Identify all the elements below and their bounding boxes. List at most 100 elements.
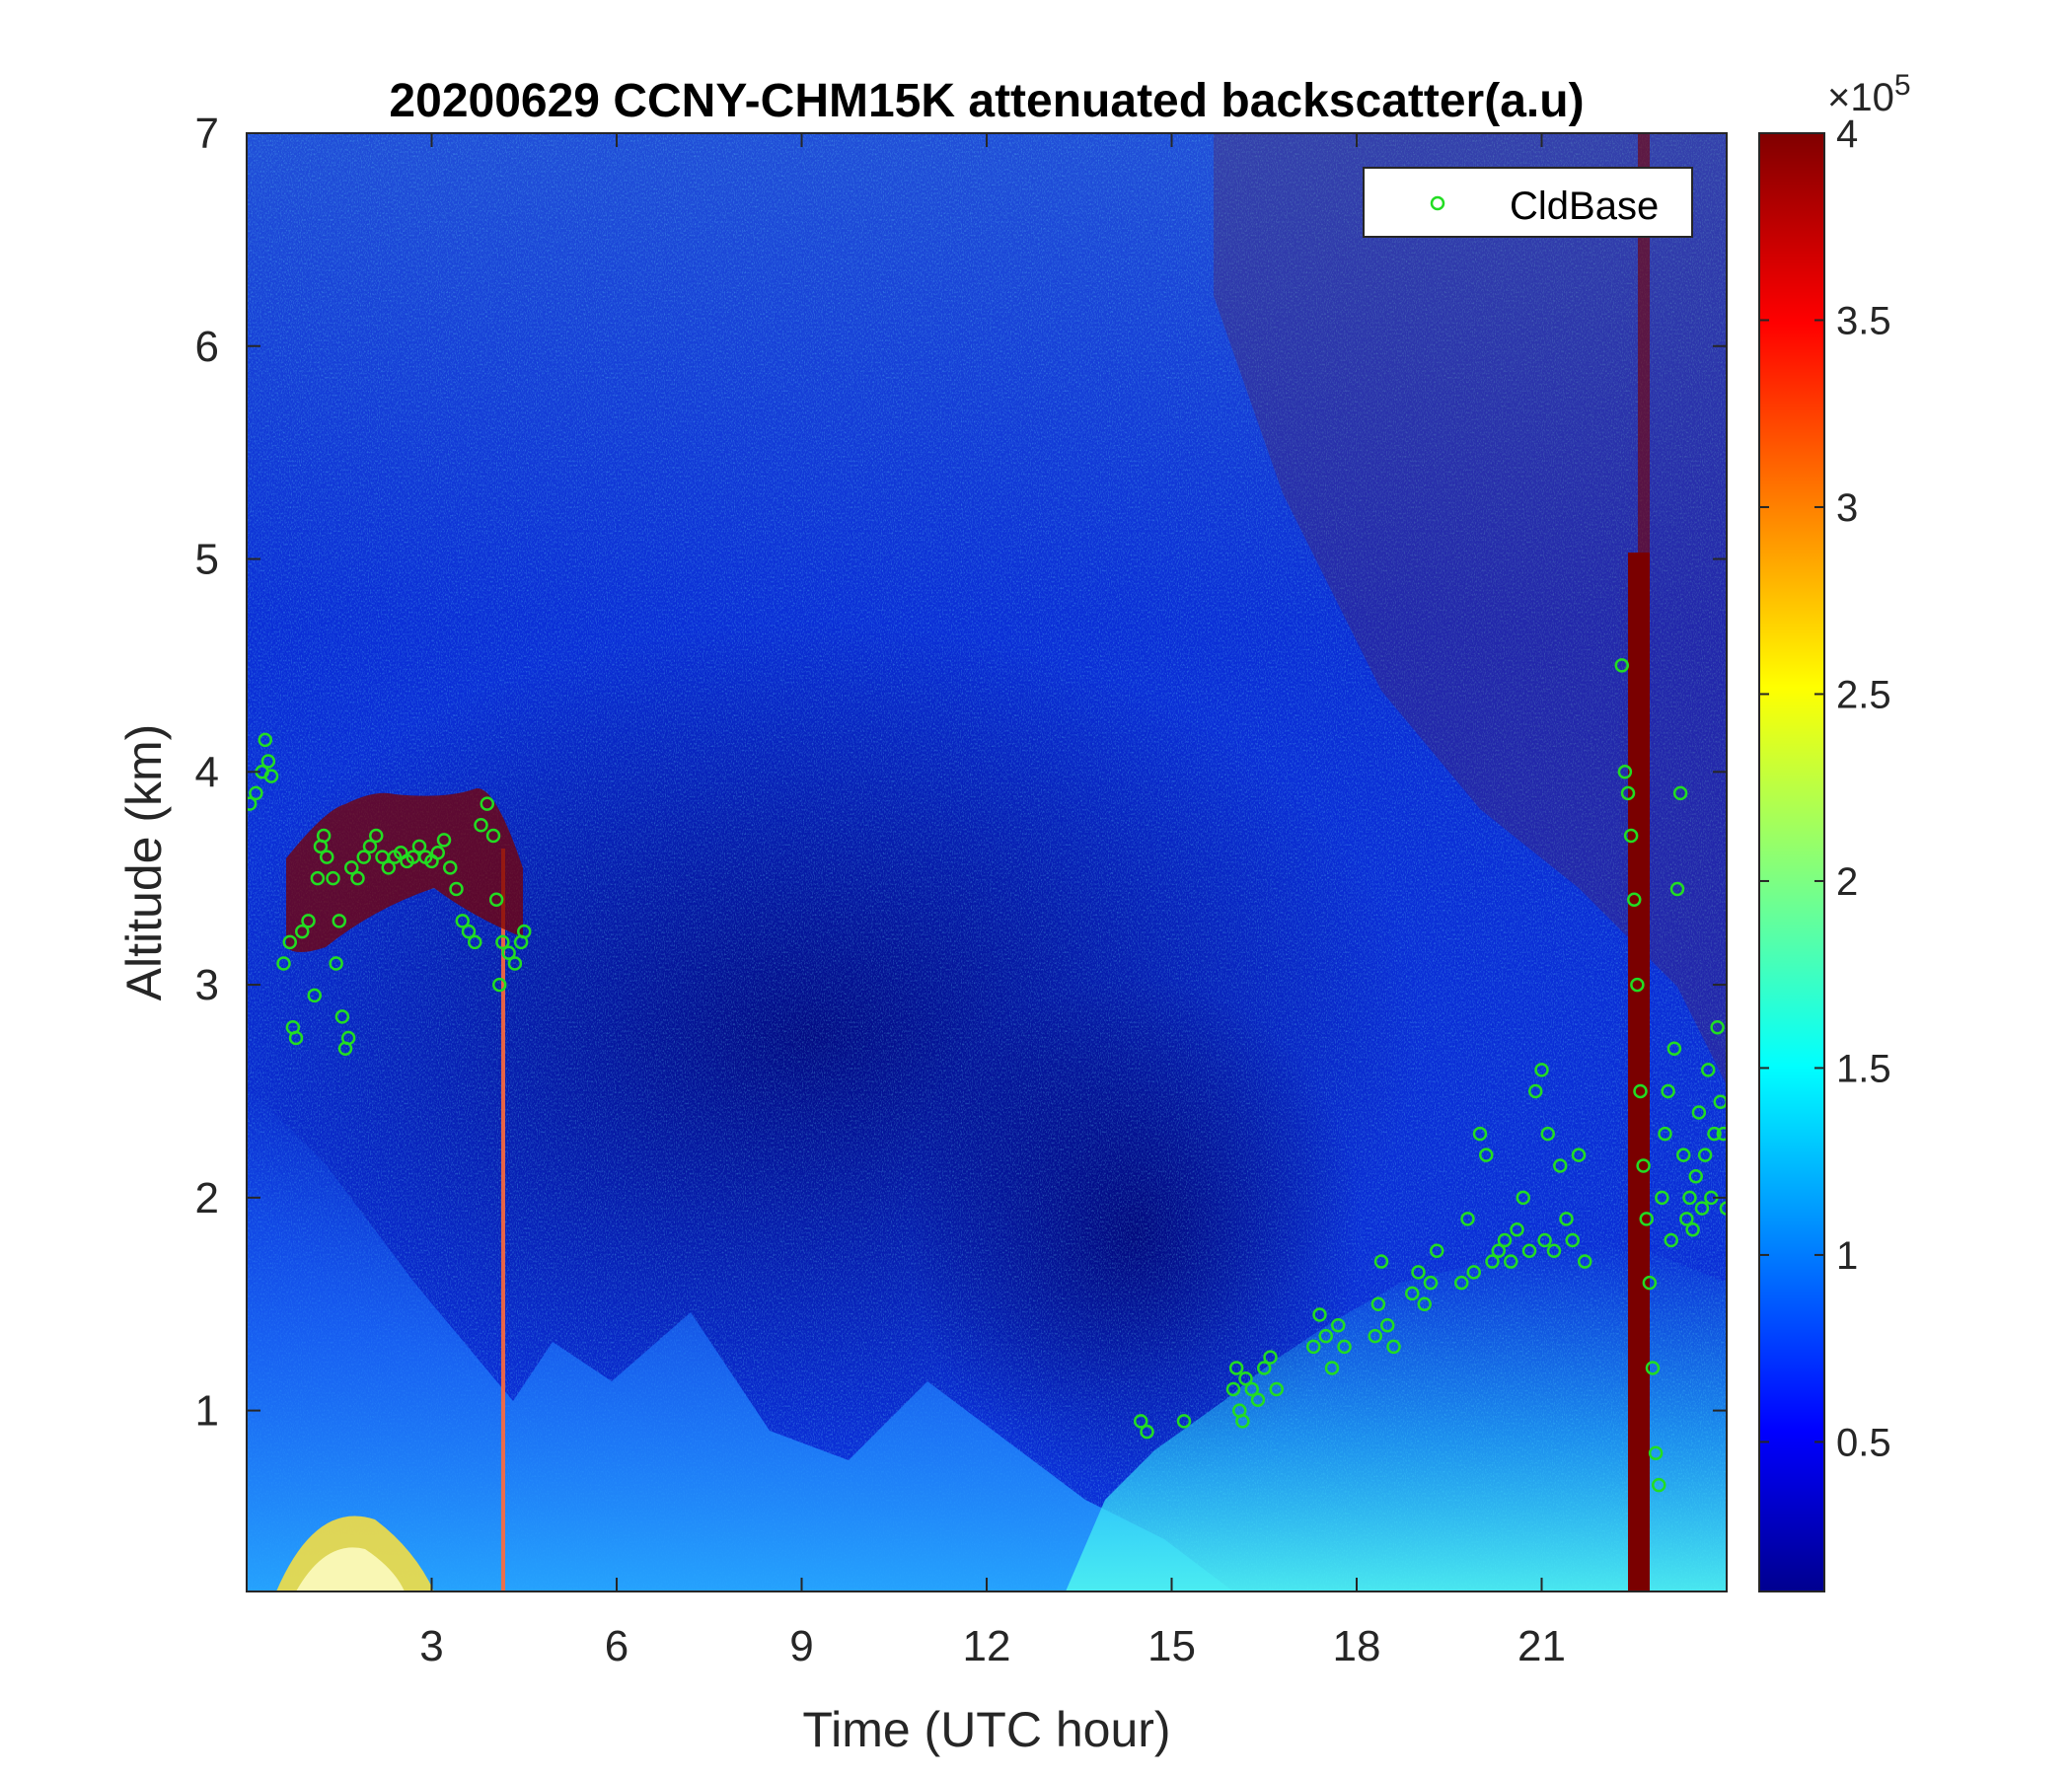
colorbar-tick-label: 0.5	[1836, 1421, 1891, 1464]
cldbase-point	[1238, 1370, 1253, 1386]
colorbar-tick-label: 2.5	[1836, 673, 1891, 716]
cldbase-point	[1250, 1392, 1266, 1408]
cldbase-point	[443, 860, 458, 875]
cldbase-point	[1639, 1212, 1654, 1226]
colorbar-multiplier: ×105	[1827, 69, 1911, 119]
cldbase-point	[1466, 1265, 1481, 1280]
cldbase-point	[1537, 1232, 1552, 1248]
cldbase-point	[1685, 1221, 1700, 1237]
cldbase-point	[1627, 892, 1642, 908]
x-tick-label: 9	[789, 1622, 813, 1670]
colorbar-tick-label: 1	[1836, 1234, 1858, 1278]
cldbase-point	[1578, 1254, 1592, 1269]
cldbase-point	[1655, 1190, 1669, 1206]
cldbase-point	[411, 839, 427, 854]
cldbase-point	[326, 870, 340, 886]
cldbase-point	[316, 828, 332, 844]
cldbase-point	[1682, 1190, 1697, 1206]
cldbase-point	[1707, 1126, 1722, 1142]
cldbase-point	[507, 956, 523, 971]
x-tick-label: 15	[1147, 1622, 1196, 1670]
cldbase-point	[1521, 1243, 1537, 1259]
y-tick-label: 1	[195, 1387, 219, 1436]
cldbase-point	[1546, 1243, 1562, 1259]
cldbase-point	[495, 934, 510, 950]
cldbase-point	[1620, 785, 1636, 801]
cldbase-point	[1691, 1105, 1707, 1120]
cldbase-point	[356, 850, 371, 864]
cldbase-point	[1710, 1019, 1725, 1035]
cldbase-point	[1263, 1350, 1278, 1365]
cldbase-point	[1648, 1445, 1664, 1461]
cldbase-point	[1510, 1221, 1524, 1237]
x-tick-label: 12	[963, 1622, 1011, 1670]
cldbase-point	[436, 833, 452, 848]
cldbase-point	[1652, 1477, 1666, 1493]
cldbase-point	[249, 785, 263, 801]
cldbase-point	[260, 754, 276, 769]
colorbar-gradient	[1758, 132, 1825, 1592]
cldbase-point	[474, 817, 488, 833]
cldbase-point	[485, 828, 501, 844]
x-axis-label: Time (UTC hour)	[802, 1702, 1170, 1757]
cldbase-point	[334, 1009, 350, 1024]
colorbar-tick-label: 3.5	[1836, 299, 1891, 342]
cldbase-point	[1565, 1232, 1580, 1248]
cldbase-point	[1430, 1243, 1444, 1259]
cldbase-point	[247, 796, 258, 811]
cldbase-point	[1697, 1147, 1713, 1162]
cldbase-point	[307, 988, 322, 1003]
cldbase-point	[301, 914, 316, 928]
cldbase-point	[1176, 1414, 1192, 1429]
cldbase-point	[1534, 1063, 1549, 1077]
cldbase-point	[1497, 1232, 1513, 1248]
cldbase-point	[1614, 658, 1629, 673]
cldbase-point	[1405, 1286, 1420, 1301]
cldbase-point	[282, 934, 297, 950]
cldbase-point	[263, 769, 279, 783]
cldbase-point	[1485, 1254, 1500, 1269]
cldbase-point	[320, 850, 334, 864]
cldbase-point	[1540, 1126, 1555, 1142]
cldbase-point	[1228, 1361, 1244, 1375]
cldbase-point	[276, 956, 291, 971]
cldbase-point	[1664, 1232, 1678, 1248]
cldbase-point	[1460, 1212, 1475, 1226]
y-tick-label: 2	[195, 1174, 219, 1222]
cldbase-point	[1571, 1147, 1587, 1162]
cldbase-point	[1516, 1190, 1530, 1206]
cldbase-point	[1454, 1275, 1469, 1291]
cldbase-point	[1617, 765, 1633, 779]
cldbase-point	[1269, 1381, 1284, 1397]
x-tick-label: 18	[1333, 1622, 1381, 1670]
cldbase-point	[1688, 1169, 1703, 1184]
y-tick-label: 7	[195, 110, 219, 158]
cldbase-point	[295, 924, 310, 939]
cldbase-point	[1636, 1158, 1651, 1173]
cldbase-point	[1645, 1361, 1661, 1375]
cldbase-point	[1337, 1339, 1352, 1355]
y-tick-label: 3	[195, 961, 219, 1009]
y-axis-label: Altitude (km)	[116, 724, 172, 1001]
cldbase-point	[1324, 1361, 1340, 1375]
cldbase-point	[1672, 785, 1688, 801]
cldbase-point	[517, 924, 532, 939]
legend-box	[1363, 167, 1693, 238]
y-tick-label: 4	[195, 748, 219, 796]
cldbase-point	[258, 732, 272, 748]
cldbase-point	[332, 914, 346, 928]
x-tick-label: 6	[605, 1622, 629, 1670]
cldbase-point	[1633, 1083, 1648, 1099]
cldbase-point	[1244, 1381, 1259, 1397]
cldbase-point	[369, 828, 384, 844]
cldbase-point	[1411, 1265, 1426, 1280]
cldbase-point	[1716, 1126, 1727, 1142]
cldbase-point	[492, 977, 507, 993]
cldbase-point	[1504, 1254, 1518, 1269]
cldbase-point	[1140, 1424, 1154, 1440]
x-tick-label: 3	[419, 1622, 443, 1670]
cldbase-point	[362, 839, 378, 854]
legend-entry-cldbase: CldBase	[1510, 185, 1659, 228]
cldbase-point	[1380, 1318, 1395, 1333]
cldbase-point	[1719, 1201, 1727, 1216]
